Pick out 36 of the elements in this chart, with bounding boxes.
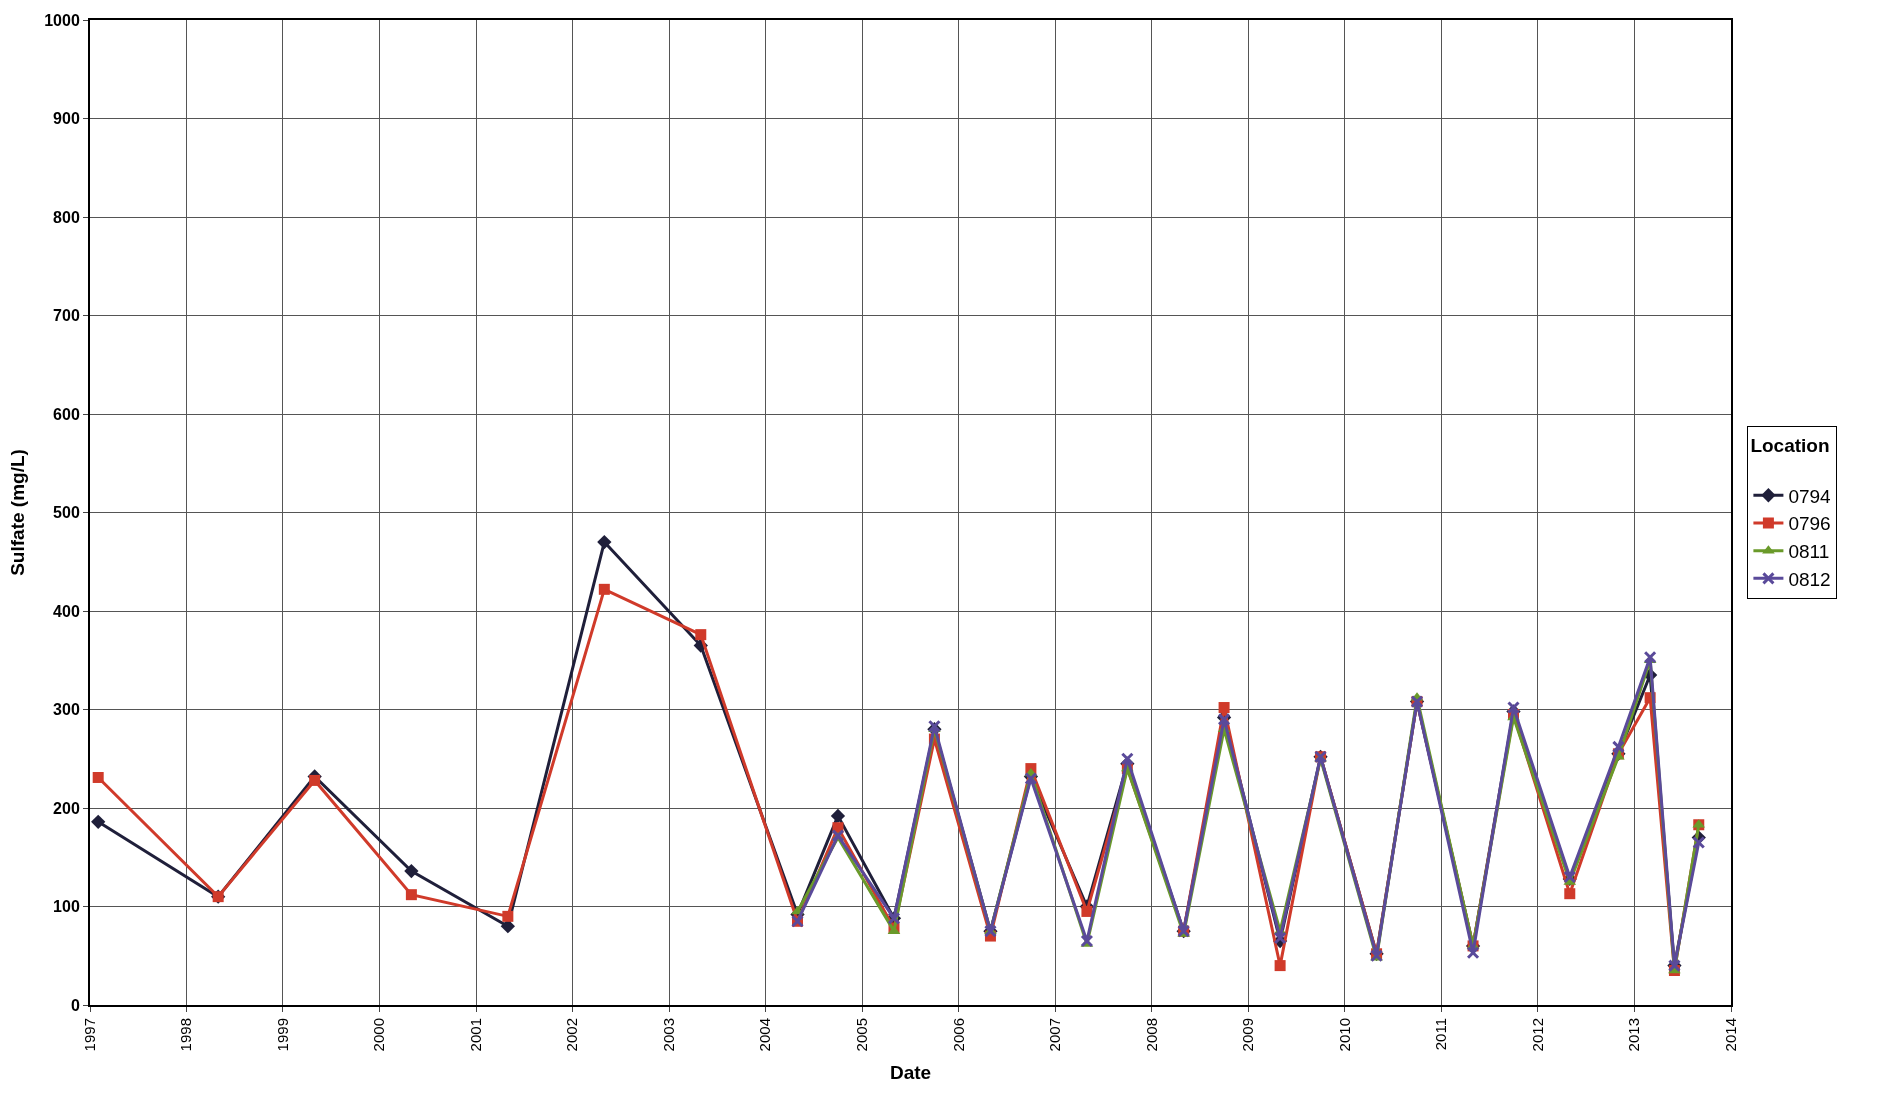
x-tick-label: 1998 xyxy=(177,1018,195,1052)
y-tick-label: 1000 xyxy=(44,11,80,29)
y-tick-label: 800 xyxy=(53,208,80,226)
y-tick-label: 100 xyxy=(53,898,80,916)
legend-label: 0796 xyxy=(1788,513,1831,535)
x-tick-label: 2004 xyxy=(756,1018,774,1052)
y-tick-label: 200 xyxy=(53,799,80,817)
x-tick-label: 2006 xyxy=(949,1018,967,1052)
legend-title: Location xyxy=(1750,434,1830,456)
x-tick-label: 2001 xyxy=(467,1018,485,1052)
y-tick-label: 500 xyxy=(53,504,80,522)
y-axis-title: Sulfate (mg/L) xyxy=(6,449,28,576)
x-tick-label: 1999 xyxy=(273,1018,291,1052)
y-tick-label: 900 xyxy=(53,110,80,128)
x-tick-label: 2007 xyxy=(1046,1018,1064,1052)
y-tick-label: 300 xyxy=(53,701,80,719)
x-tick-label: 2003 xyxy=(659,1018,677,1052)
x-tick-label: 2013 xyxy=(1625,1018,1643,1052)
x-tick-label: 2011 xyxy=(1432,1018,1450,1051)
x-tick-label: 1997 xyxy=(80,1018,98,1052)
y-tick-label: 600 xyxy=(53,405,80,423)
legend-label: 0811 xyxy=(1788,541,1830,563)
y-tick-label: 700 xyxy=(53,307,80,325)
legend-label: 0794 xyxy=(1788,485,1832,507)
x-tick-label: 2002 xyxy=(563,1018,581,1052)
x-tick-label: 2009 xyxy=(1239,1018,1257,1052)
y-tick-label: 400 xyxy=(53,602,80,620)
x-tick-label: 2005 xyxy=(853,1018,871,1052)
y-tick-label: 0 xyxy=(70,996,80,1014)
x-tick-label: 2012 xyxy=(1528,1018,1546,1052)
x-tick-label: 2014 xyxy=(1721,1018,1739,1052)
legend-label: 0812 xyxy=(1788,568,1831,590)
x-tick-label: 2000 xyxy=(370,1018,388,1052)
x-tick-label: 2010 xyxy=(1335,1018,1353,1052)
x-tick-label: 2008 xyxy=(1142,1018,1160,1052)
x-axis-title: Date xyxy=(889,1061,932,1083)
